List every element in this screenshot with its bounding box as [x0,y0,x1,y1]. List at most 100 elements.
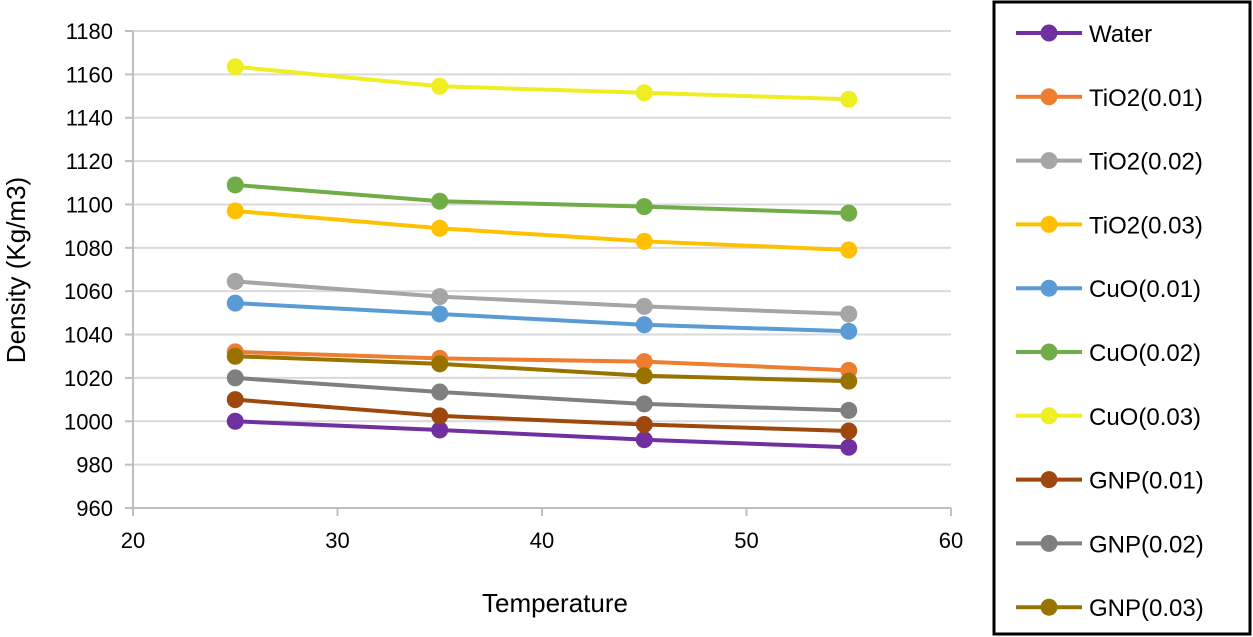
legend-label: CuO(0.01) [1089,276,1201,303]
data-point [840,305,858,323]
data-point [431,407,449,425]
y-tick-label: 1080 [64,236,113,261]
data-point [840,322,858,340]
legend-label: TiO2(0.01) [1089,85,1203,112]
data-point [431,421,449,439]
legend-marker [1040,88,1058,106]
y-tick-label: 960 [76,496,113,521]
legend-marker [1040,152,1058,170]
data-point [226,294,244,312]
series-line [235,397,849,434]
data-point [840,90,858,108]
legend-marker [1040,598,1058,616]
y-tick-label: 1160 [66,62,113,87]
data-point [840,401,858,419]
legend-entry: CuO(0.02) [1016,340,1201,367]
series-line [235,354,849,384]
y-tick-label: 1020 [64,366,113,391]
series-water [226,412,858,456]
legend-marker [1040,24,1058,42]
y-tick-label: 1060 [64,279,113,304]
data-point [226,369,244,387]
data-point [840,438,858,456]
series-line [235,279,849,316]
data-point [226,391,244,409]
data-point [226,347,244,365]
data-point [635,232,653,250]
x-tick-label: 30 [325,528,349,553]
axes: 960 980 1000 1020 1040 1060 1080 1100 1120 1140 11… [64,19,963,553]
legend-marker [1040,215,1058,233]
x-axis-title: Temperature [482,588,628,618]
data-point [840,204,858,222]
data-point [431,305,449,323]
legend-box [992,0,1252,636]
data-point [635,84,653,102]
x-tick-label: 60 [939,528,963,553]
data-point [226,176,244,194]
y-tick-label: 1000 [64,409,113,434]
legend-entry: GNP(0.01) [1016,468,1204,495]
data-point [635,316,653,334]
data-point [635,198,653,216]
series-line [235,64,849,102]
data-point [431,77,449,95]
legend-label: CuO(0.02) [1089,340,1201,367]
data-point [226,58,244,76]
legend-marker [1040,343,1058,361]
data-point [431,219,449,237]
series-line [235,182,849,216]
y-tick-label: 1140 [66,106,113,131]
legend-label: TiO2(0.03) [1089,212,1203,239]
y-tick-label: 980 [76,453,113,478]
series-gnp-0-01 [226,391,858,440]
legend-entry: Water [1016,21,1152,48]
legend-entry: TiO2(0.02) [1016,149,1203,176]
legend-marker [1040,534,1058,552]
legend-marker [1040,279,1058,297]
data-point [635,353,653,371]
y-axis-title: Density (Kg/m3) [1,177,31,363]
series-tio2-0-03 [226,202,858,259]
series-cuo-0-03 [226,58,858,108]
data-point [226,272,244,290]
legend-label: CuO(0.03) [1089,404,1201,431]
legend-label: Water [1089,21,1152,48]
data-point [431,192,449,210]
x-tick-label: 20 [121,528,145,553]
legend-label: GNP(0.03) [1089,595,1204,622]
data-point [226,202,244,220]
legend-entry: CuO(0.01) [1016,276,1201,303]
series-cuo-0-02 [226,176,858,222]
series-cuo-0-01 [226,294,858,340]
data-point [431,288,449,306]
legend-entry: CuO(0.03) [1016,404,1201,431]
data-point [840,422,858,440]
data-point [431,383,449,401]
series-gnp-0-02 [226,369,858,419]
series-line [235,301,849,334]
y-tick-label: 1120 [66,149,113,174]
legend-label: TiO2(0.02) [1089,149,1203,176]
legend-marker [1040,407,1058,425]
y-tick-label: 1040 [64,323,113,348]
series-line [235,349,849,373]
legend-entry: TiO2(0.03) [1016,212,1203,239]
series-gnp-0-03 [226,347,858,390]
series-line [235,419,849,450]
data-point [840,241,858,259]
y-tick-label: 1100 [66,192,113,217]
x-tick-label: 40 [530,528,554,553]
legend-entry: TiO2(0.01) [1016,85,1203,112]
y-tick-label: 1180 [66,19,113,44]
legend-label: GNP(0.02) [1089,531,1204,558]
data-point [226,412,244,430]
legend-entry: GNP(0.02) [1016,531,1204,558]
series-lines [226,58,858,456]
series-line [235,375,849,413]
legend-marker [1040,471,1058,489]
data-point [635,416,653,434]
data-point [431,355,449,373]
data-point [635,431,653,449]
